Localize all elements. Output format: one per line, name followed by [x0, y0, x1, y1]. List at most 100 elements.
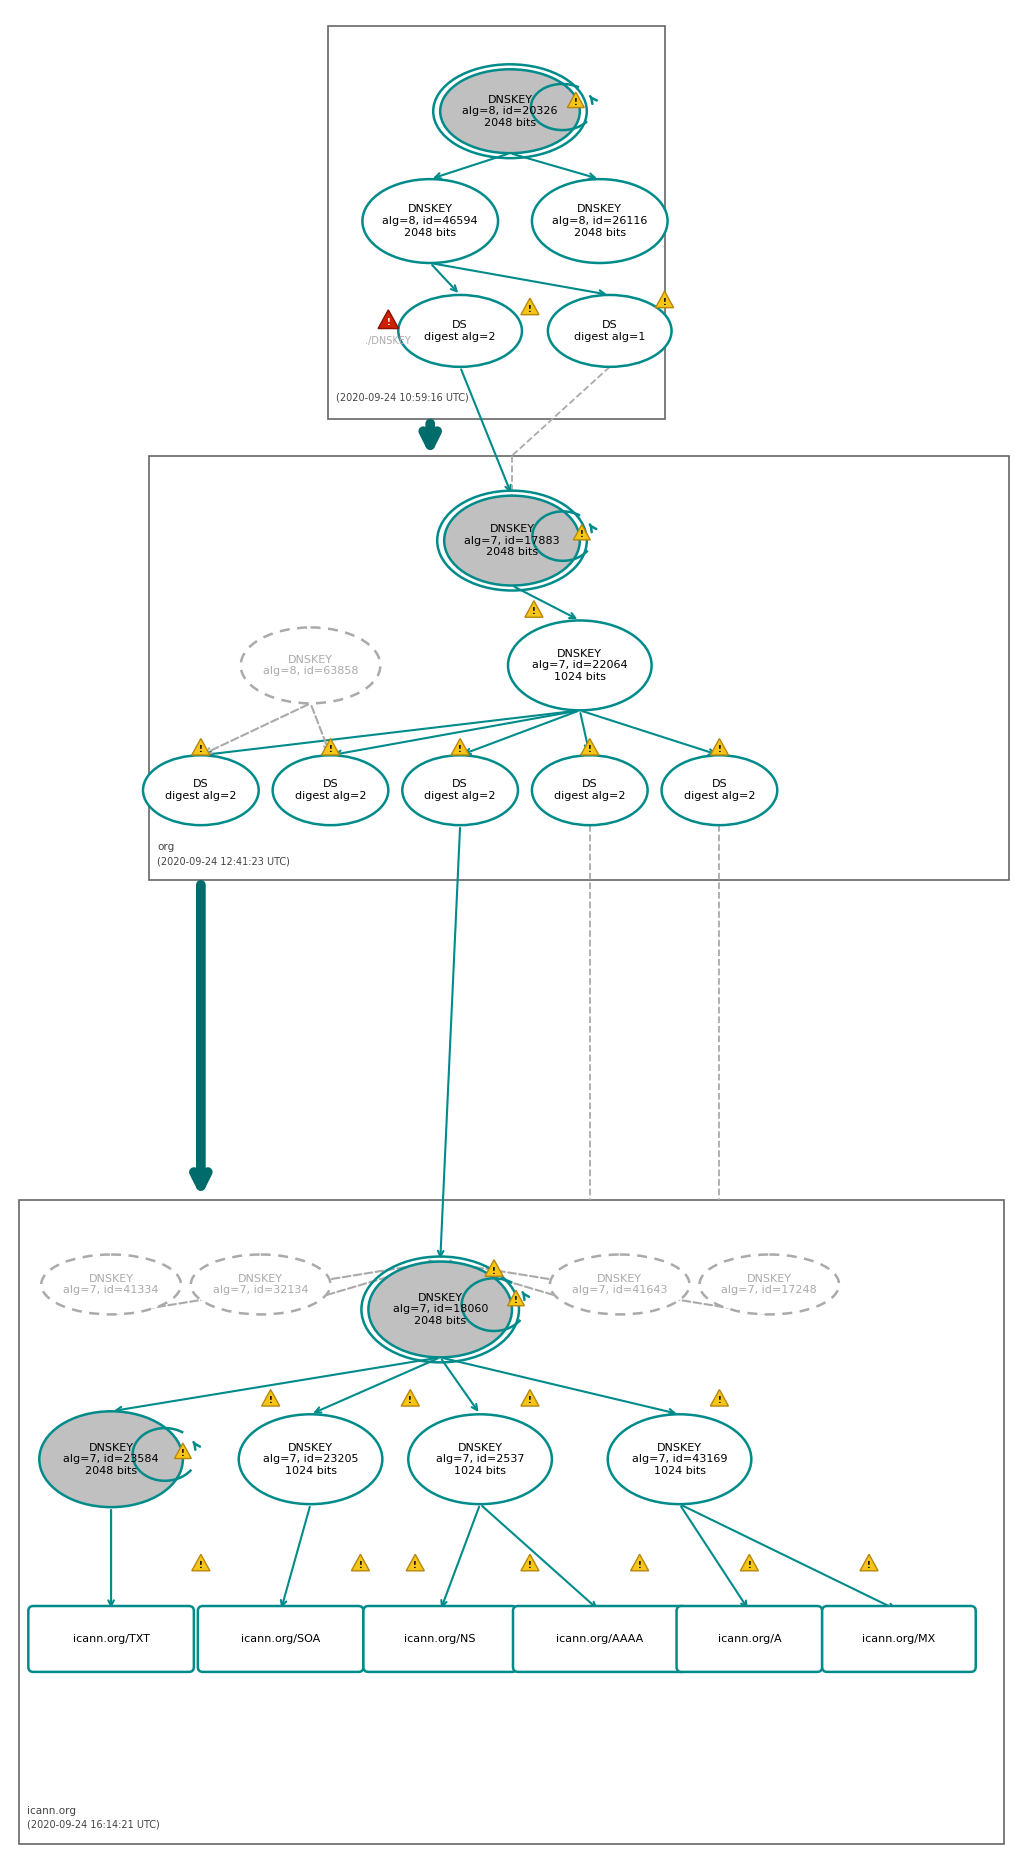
Text: DNSKEY
alg=7, id=23584
2048 bits: DNSKEY alg=7, id=23584 2048 bits — [63, 1442, 159, 1475]
Text: icann.org/AAAA: icann.org/AAAA — [556, 1634, 643, 1644]
Ellipse shape — [408, 1414, 552, 1503]
Text: !: ! — [458, 746, 463, 754]
Text: DS
digest alg=2: DS digest alg=2 — [425, 320, 496, 342]
FancyBboxPatch shape — [363, 1606, 517, 1672]
Ellipse shape — [241, 628, 381, 703]
Text: DNSKEY
alg=7, id=22064
1024 bits: DNSKEY alg=7, id=22064 1024 bits — [532, 649, 628, 683]
Ellipse shape — [191, 1255, 331, 1315]
Text: !: ! — [199, 1561, 203, 1571]
Ellipse shape — [369, 1262, 512, 1358]
Polygon shape — [740, 1554, 759, 1571]
Polygon shape — [401, 1389, 420, 1406]
Bar — [149, 456, 1009, 881]
Polygon shape — [521, 1389, 539, 1406]
Text: !: ! — [528, 1397, 532, 1406]
Text: DNSKEY
alg=7, id=18060
2048 bits: DNSKEY alg=7, id=18060 2048 bits — [392, 1292, 488, 1326]
FancyBboxPatch shape — [513, 1606, 686, 1672]
Ellipse shape — [532, 755, 647, 825]
Polygon shape — [711, 1389, 728, 1406]
Polygon shape — [568, 92, 584, 108]
Text: DS
digest alg=2: DS digest alg=2 — [554, 780, 626, 800]
Text: (2020-09-24 16:14:21 UTC): (2020-09-24 16:14:21 UTC) — [28, 1820, 160, 1829]
Text: !: ! — [199, 746, 203, 754]
FancyBboxPatch shape — [822, 1606, 976, 1672]
Polygon shape — [521, 1554, 539, 1571]
Ellipse shape — [699, 1255, 839, 1315]
Text: !: ! — [718, 746, 722, 754]
Text: !: ! — [329, 746, 333, 754]
Text: !: ! — [718, 1397, 722, 1406]
Ellipse shape — [607, 1414, 751, 1503]
Polygon shape — [574, 524, 590, 540]
Text: DNSKEY
alg=8, id=26116
2048 bits: DNSKEY alg=8, id=26116 2048 bits — [552, 204, 647, 237]
Text: !: ! — [408, 1397, 412, 1406]
Text: DS
digest alg=2: DS digest alg=2 — [425, 780, 496, 800]
Text: !: ! — [514, 1296, 518, 1305]
Polygon shape — [631, 1554, 648, 1571]
Text: icann.org/TXT: icann.org/TXT — [72, 1634, 149, 1644]
Polygon shape — [860, 1554, 878, 1571]
Polygon shape — [351, 1554, 370, 1571]
Text: !: ! — [181, 1449, 185, 1459]
Text: DNSKEY
alg=7, id=17883
2048 bits: DNSKEY alg=7, id=17883 2048 bits — [465, 524, 560, 557]
Text: DS
digest alg=2: DS digest alg=2 — [295, 780, 367, 800]
Text: (2020-09-24 12:41:23 UTC): (2020-09-24 12:41:23 UTC) — [157, 856, 290, 866]
Text: !: ! — [528, 305, 532, 314]
Text: !: ! — [269, 1397, 273, 1406]
Text: DNSKEY
alg=8, id=63858: DNSKEY alg=8, id=63858 — [262, 654, 358, 677]
Text: (2020-09-24 10:59:16 UTC): (2020-09-24 10:59:16 UTC) — [337, 393, 470, 402]
Text: !: ! — [492, 1266, 496, 1275]
Polygon shape — [261, 1389, 280, 1406]
Ellipse shape — [143, 755, 258, 825]
Text: DNSKEY
alg=7, id=32134: DNSKEY alg=7, id=32134 — [213, 1273, 308, 1296]
Text: !: ! — [386, 318, 390, 327]
Polygon shape — [581, 739, 599, 755]
Ellipse shape — [440, 69, 580, 153]
Text: icann.org/NS: icann.org/NS — [404, 1634, 476, 1644]
Polygon shape — [175, 1444, 191, 1459]
Bar — [329, 26, 665, 419]
Ellipse shape — [41, 1255, 181, 1315]
Ellipse shape — [273, 755, 388, 825]
Polygon shape — [406, 1554, 425, 1571]
Text: icann.org/A: icann.org/A — [718, 1634, 781, 1644]
Text: DNSKEY
alg=7, id=23205
1024 bits: DNSKEY alg=7, id=23205 1024 bits — [262, 1442, 358, 1475]
Ellipse shape — [39, 1412, 183, 1507]
Polygon shape — [192, 739, 210, 755]
Polygon shape — [521, 297, 539, 314]
Text: DNSKEY
alg=7, id=43169
1024 bits: DNSKEY alg=7, id=43169 1024 bits — [632, 1442, 727, 1475]
Text: org: org — [157, 842, 175, 853]
Ellipse shape — [532, 180, 668, 264]
Text: !: ! — [663, 297, 667, 307]
Ellipse shape — [444, 496, 580, 585]
Text: DNSKEY
alg=7, id=2537
1024 bits: DNSKEY alg=7, id=2537 1024 bits — [436, 1442, 525, 1475]
Text: DNSKEY
alg=8, id=20326
2048 bits: DNSKEY alg=8, id=20326 2048 bits — [463, 95, 557, 127]
Polygon shape — [192, 1554, 210, 1571]
Text: !: ! — [358, 1561, 362, 1571]
Polygon shape — [525, 600, 543, 617]
Text: DNSKEY
alg=7, id=41643: DNSKEY alg=7, id=41643 — [572, 1273, 668, 1296]
Polygon shape — [451, 739, 470, 755]
Text: icann.org/SOA: icann.org/SOA — [241, 1634, 321, 1644]
Text: DNSKEY
alg=8, id=46594
2048 bits: DNSKEY alg=8, id=46594 2048 bits — [383, 204, 478, 237]
Text: !: ! — [747, 1561, 751, 1571]
Ellipse shape — [662, 755, 777, 825]
Polygon shape — [711, 739, 728, 755]
Text: !: ! — [414, 1561, 418, 1571]
Polygon shape — [378, 310, 398, 329]
Polygon shape — [322, 739, 340, 755]
Ellipse shape — [548, 295, 672, 367]
Text: !: ! — [638, 1561, 641, 1571]
Text: !: ! — [580, 531, 584, 540]
Ellipse shape — [398, 295, 522, 367]
Bar — [19, 1201, 1004, 1844]
FancyBboxPatch shape — [29, 1606, 194, 1672]
Polygon shape — [507, 1290, 525, 1305]
Text: DS
digest alg=2: DS digest alg=2 — [684, 780, 756, 800]
Text: ./DNSKEY: ./DNSKEY — [366, 337, 411, 346]
Ellipse shape — [508, 621, 651, 711]
Text: !: ! — [867, 1561, 871, 1571]
FancyBboxPatch shape — [677, 1606, 822, 1672]
Ellipse shape — [402, 755, 518, 825]
Ellipse shape — [239, 1414, 382, 1503]
